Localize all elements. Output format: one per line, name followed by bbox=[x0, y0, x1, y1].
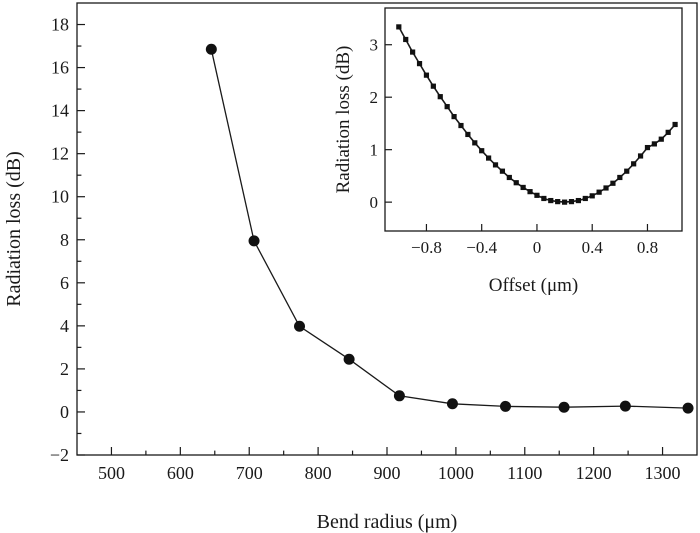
inset-data-point bbox=[416, 61, 423, 67]
inset-data-point bbox=[423, 72, 430, 78]
inset-data-point bbox=[575, 197, 581, 204]
inset-data-point bbox=[430, 83, 436, 89]
main-y-tick-label: 2 bbox=[60, 359, 69, 379]
inset-data-point bbox=[555, 199, 561, 205]
main-data-point bbox=[393, 390, 405, 402]
inset-data-point bbox=[534, 192, 540, 198]
main-plot: 500 600 700 800 900 1000 1100 1200 1300−20246810… bbox=[3, 2, 698, 533]
inset-data-point bbox=[548, 197, 554, 204]
inset-data-point bbox=[444, 104, 450, 110]
inset-data-point bbox=[665, 129, 671, 135]
inset-data-point bbox=[651, 141, 657, 147]
main-x-tick-label: 700 bbox=[236, 463, 263, 483]
main-y-tick-label: 10 bbox=[51, 187, 69, 207]
main-plot-ticks: 500 600 700 800 900 1000 1100 1200 1300−20246810… bbox=[50, 15, 681, 483]
inset-y-tick-label: 1 bbox=[370, 141, 379, 160]
inset-x-axis-label: Offset (μm) bbox=[489, 275, 579, 296]
main-x-tick-label: 1000 bbox=[438, 463, 474, 483]
inset-x-tick-label: 0.8 bbox=[637, 238, 658, 257]
inset-x-tick-label: −0.8 bbox=[411, 238, 442, 257]
main-data-point bbox=[499, 400, 511, 412]
main-data-point bbox=[205, 43, 217, 55]
inset-y-axis-label: Radiation loss (dB) bbox=[333, 46, 354, 194]
inset-data-point bbox=[527, 189, 533, 195]
main-x-tick-label: 500 bbox=[98, 463, 125, 483]
inset-data-point bbox=[644, 144, 651, 151]
inset-data-point bbox=[672, 121, 678, 128]
inset-data-point bbox=[486, 155, 492, 161]
main-y-tick-label: 14 bbox=[51, 101, 69, 121]
inset-data-point bbox=[637, 153, 644, 159]
main-x-tick-label: 1300 bbox=[645, 463, 681, 483]
main-series-markers bbox=[205, 43, 694, 414]
main-y-axis-label: Radiation loss (dB) bbox=[3, 151, 25, 307]
inset-data-point bbox=[568, 199, 575, 205]
inset-data-point bbox=[396, 24, 402, 30]
inset-data-point bbox=[658, 136, 664, 142]
inset-data-point bbox=[561, 199, 568, 205]
inset-series-line bbox=[398, 26, 676, 203]
main-y-tick-label: 8 bbox=[60, 230, 69, 250]
main-x-tick-label: 600 bbox=[167, 463, 194, 483]
main-data-point bbox=[619, 400, 631, 412]
inset-data-point bbox=[541, 195, 547, 202]
main-y-tick-label: 6 bbox=[60, 273, 69, 293]
inset-y-tick-label: 0 bbox=[370, 193, 379, 212]
main-x-tick-label: 800 bbox=[305, 463, 332, 483]
inset-data-point bbox=[458, 122, 464, 129]
main-data-point bbox=[294, 320, 306, 332]
inset-data-point bbox=[451, 114, 457, 120]
inset-data-point bbox=[520, 184, 526, 191]
inset-data-point bbox=[596, 189, 602, 195]
inset-data-point bbox=[610, 180, 616, 186]
inset-plot: −0.8 −0.4 0 0.4 0.8 0 1 2 3 Offset (μm) Radiatio… bbox=[333, 7, 683, 296]
main-series-line bbox=[210, 49, 689, 409]
main-x-tick-label: 900 bbox=[374, 463, 401, 483]
inset-x-tick-label: −0.4 bbox=[466, 238, 497, 257]
main-y-tick-label: 18 bbox=[51, 15, 69, 35]
inset-data-point bbox=[410, 49, 416, 55]
main-y-tick-label: −2 bbox=[50, 445, 69, 465]
main-x-axis-label: Bend radius (μm) bbox=[317, 511, 458, 533]
main-data-point bbox=[446, 398, 458, 410]
inset-data-point bbox=[437, 94, 443, 100]
main-data-point bbox=[682, 402, 694, 414]
main-x-tick-label: 1100 bbox=[507, 463, 542, 483]
inset-plot-ticks: −0.8 −0.4 0 0.4 0.8 0 1 2 3 bbox=[370, 36, 659, 257]
inset-data-point bbox=[492, 162, 499, 168]
inset-data-point bbox=[472, 140, 478, 146]
main-x-tick-label: 1200 bbox=[576, 463, 612, 483]
inset-data-point bbox=[499, 168, 506, 174]
inset-x-tick-label: 0.4 bbox=[582, 238, 604, 257]
inset-plot-frame bbox=[384, 7, 683, 232]
inset-data-point bbox=[603, 185, 609, 191]
main-data-point bbox=[343, 353, 355, 365]
inset-data-point bbox=[631, 161, 637, 167]
main-data-point bbox=[558, 401, 570, 413]
main-y-tick-label: 12 bbox=[51, 144, 69, 164]
main-y-tick-label: 4 bbox=[60, 316, 69, 336]
inset-data-point bbox=[479, 148, 485, 154]
main-data-point bbox=[248, 235, 260, 247]
inset-data-point bbox=[589, 193, 595, 199]
inset-data-point bbox=[506, 174, 512, 181]
inset-data-point bbox=[624, 168, 630, 174]
inset-y-tick-label: 2 bbox=[370, 88, 379, 107]
inset-data-point bbox=[617, 174, 623, 181]
inset-data-point bbox=[513, 180, 519, 186]
inset-series-markers bbox=[396, 24, 678, 205]
inset-y-tick-label: 3 bbox=[370, 36, 379, 55]
main-y-tick-label: 16 bbox=[51, 58, 69, 78]
inset-x-tick-label: 0 bbox=[533, 238, 542, 257]
main-y-tick-label: 0 bbox=[60, 402, 69, 422]
inset-data-point bbox=[403, 36, 409, 43]
inset-data-point bbox=[465, 131, 471, 138]
inset-data-point bbox=[582, 195, 588, 202]
